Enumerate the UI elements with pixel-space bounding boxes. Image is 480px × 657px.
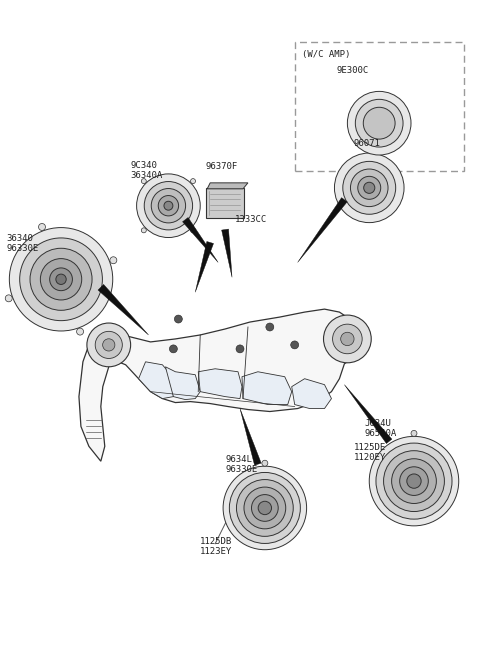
- Circle shape: [164, 201, 173, 210]
- Circle shape: [151, 189, 186, 223]
- Polygon shape: [139, 362, 173, 399]
- Circle shape: [223, 466, 307, 550]
- Circle shape: [38, 223, 46, 231]
- Circle shape: [392, 459, 436, 503]
- Circle shape: [333, 324, 362, 353]
- Text: 1333CC: 1333CC: [235, 215, 267, 223]
- Circle shape: [358, 176, 381, 199]
- Circle shape: [49, 268, 72, 290]
- Circle shape: [9, 227, 113, 331]
- Circle shape: [191, 228, 195, 233]
- FancyBboxPatch shape: [206, 188, 244, 217]
- Circle shape: [56, 274, 66, 284]
- Text: 9E300C: 9E300C: [336, 66, 369, 74]
- Polygon shape: [207, 183, 248, 189]
- Circle shape: [348, 91, 411, 155]
- Circle shape: [400, 466, 428, 495]
- Circle shape: [262, 461, 268, 466]
- Polygon shape: [79, 309, 361, 461]
- Circle shape: [335, 153, 404, 223]
- Polygon shape: [298, 198, 347, 262]
- Circle shape: [363, 107, 395, 139]
- Circle shape: [141, 179, 146, 183]
- Circle shape: [169, 345, 178, 353]
- Circle shape: [40, 259, 82, 300]
- Circle shape: [376, 443, 452, 519]
- Circle shape: [191, 179, 195, 183]
- Circle shape: [411, 430, 417, 436]
- Circle shape: [229, 472, 300, 543]
- Text: 36340: 36340: [6, 235, 33, 244]
- Text: (W/C AMP): (W/C AMP): [301, 50, 350, 58]
- Circle shape: [355, 99, 403, 147]
- Circle shape: [30, 248, 92, 310]
- Polygon shape: [242, 372, 292, 405]
- Text: 1120EY: 1120EY: [354, 453, 386, 463]
- Text: 36340A: 36340A: [131, 171, 163, 180]
- Circle shape: [237, 480, 293, 536]
- Circle shape: [407, 474, 421, 488]
- Polygon shape: [166, 367, 200, 399]
- Text: 1125DE: 1125DE: [354, 443, 386, 452]
- Circle shape: [103, 339, 115, 351]
- Polygon shape: [344, 384, 392, 443]
- Circle shape: [266, 323, 274, 331]
- Circle shape: [77, 328, 84, 335]
- Circle shape: [324, 315, 371, 363]
- Circle shape: [341, 332, 354, 346]
- Circle shape: [364, 182, 375, 193]
- Circle shape: [369, 436, 459, 526]
- Circle shape: [141, 228, 146, 233]
- Circle shape: [95, 331, 122, 359]
- Polygon shape: [292, 378, 332, 409]
- Circle shape: [236, 345, 244, 353]
- Polygon shape: [98, 284, 148, 335]
- Polygon shape: [182, 217, 218, 262]
- Circle shape: [5, 295, 12, 302]
- Polygon shape: [222, 229, 232, 277]
- Text: 1125DB: 1125DB: [200, 537, 232, 546]
- Polygon shape: [240, 409, 261, 465]
- Circle shape: [350, 169, 388, 206]
- Circle shape: [258, 501, 272, 514]
- Circle shape: [87, 323, 131, 367]
- Text: J634U: J634U: [364, 419, 391, 428]
- Text: 96370F: 96370F: [205, 162, 238, 171]
- Circle shape: [343, 162, 396, 214]
- Circle shape: [174, 315, 182, 323]
- Circle shape: [244, 487, 286, 529]
- Text: 1123EY: 1123EY: [200, 547, 232, 556]
- Circle shape: [252, 495, 278, 521]
- Polygon shape: [198, 369, 242, 399]
- Circle shape: [110, 257, 117, 263]
- Circle shape: [137, 174, 200, 238]
- Circle shape: [144, 181, 192, 230]
- Polygon shape: [195, 242, 214, 292]
- Text: 96540A: 96540A: [364, 430, 396, 438]
- Circle shape: [384, 451, 444, 512]
- Text: 96330E: 96330E: [6, 244, 38, 254]
- Text: 96330E: 96330E: [225, 465, 257, 474]
- Text: 9634L: 9634L: [225, 455, 252, 464]
- Circle shape: [158, 196, 179, 216]
- Text: 9C340: 9C340: [131, 161, 157, 170]
- Circle shape: [291, 341, 299, 349]
- Circle shape: [20, 238, 102, 321]
- Text: 96071: 96071: [353, 139, 380, 148]
